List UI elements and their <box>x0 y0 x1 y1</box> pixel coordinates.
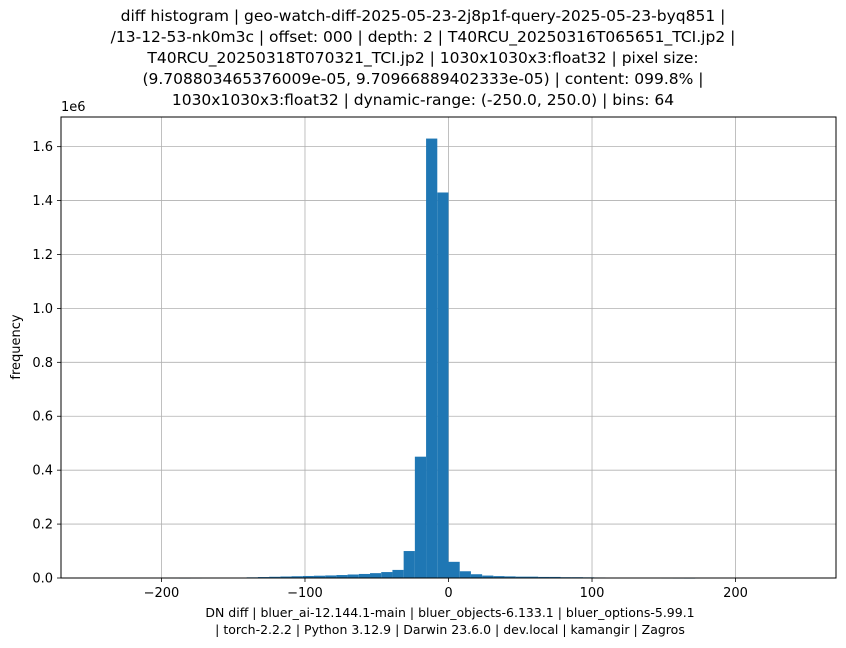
histogram-bar <box>459 571 471 578</box>
y-tick-label: 1.4 <box>32 194 53 209</box>
title-line: T40RCU_20250318T070321_TCI.jp2 | 1030x10… <box>147 49 699 67</box>
y-axis-ticks: 0.0 0.2 0.4 0.6 0.8 1.0 1.2 1.4 1.6 <box>32 140 61 587</box>
histogram-bar <box>549 576 561 578</box>
histogram-bar <box>325 575 337 578</box>
x-tick-label: 100 <box>580 586 605 601</box>
histogram-bar <box>403 551 415 578</box>
y-tick-label: 1.2 <box>32 248 53 263</box>
histogram-bar <box>358 573 371 578</box>
title-line: /13-12-53-nk0m3c | offset: 000 | depth: … <box>110 28 736 46</box>
histogram-bar <box>302 575 314 578</box>
y-multiplier: 1e6 <box>61 100 86 115</box>
x-tick-label: 200 <box>723 586 748 601</box>
y-tick-label: 0.6 <box>32 410 53 425</box>
x-tick-label: −100 <box>287 586 323 601</box>
title-line: diff histogram | geo-watch-diff-2025-05-… <box>120 7 726 25</box>
title-line: (9.708803465376009e-05, 9.70966889402333… <box>142 70 704 88</box>
histogram-bar <box>437 192 449 578</box>
y-tick-label: 0.8 <box>32 356 53 371</box>
chart-title: diff histogram | geo-watch-diff-2025-05-… <box>0 6 846 111</box>
histogram-bar <box>470 574 483 578</box>
x-tick-label: 0 <box>444 586 452 601</box>
histogram-bar <box>392 569 404 578</box>
histogram-bar <box>526 576 539 578</box>
title-line: 1030x1030x3:float32 | dynamic-range: (-2… <box>171 91 675 109</box>
histogram-bar <box>426 138 438 578</box>
histogram-bar <box>414 456 427 578</box>
y-tick-label: 0.4 <box>32 464 53 479</box>
x-tick-label: −200 <box>144 586 180 601</box>
histogram-bar <box>504 576 516 578</box>
histogram-bar <box>370 573 382 578</box>
histogram-bar <box>336 575 348 578</box>
histogram-bar <box>482 575 494 578</box>
bars <box>179 138 696 579</box>
x-axis-label-line: DN diff | bluer_ai-12.144.1-main | bluer… <box>205 605 695 620</box>
y-tick-label: 1.6 <box>32 140 53 155</box>
histogram-bar <box>493 576 505 578</box>
histogram-bar <box>280 576 292 578</box>
y-tick-label: 0.2 <box>32 518 53 533</box>
y-tick-label: 1.0 <box>32 302 53 317</box>
y-axis-label: frequency <box>9 314 24 380</box>
y-tick-label: 0.0 <box>32 572 53 587</box>
histogram-bar <box>269 576 281 578</box>
x-axis-ticks: −200 −100 0 100 200 <box>144 578 748 601</box>
histogram-bar <box>515 576 527 578</box>
histogram-bar <box>291 576 303 578</box>
histogram-bar <box>347 574 359 578</box>
histogram-bar <box>381 572 393 578</box>
x-axis-label: DN diff | bluer_ai-12.144.1-main | bluer… <box>100 604 800 638</box>
histogram-bar <box>538 576 550 578</box>
histogram-bar <box>313 575 326 578</box>
histogram-bar <box>448 561 460 578</box>
x-axis-label-line: | torch-2.2.2 | Python 3.12.9 | Darwin 2… <box>215 622 685 637</box>
